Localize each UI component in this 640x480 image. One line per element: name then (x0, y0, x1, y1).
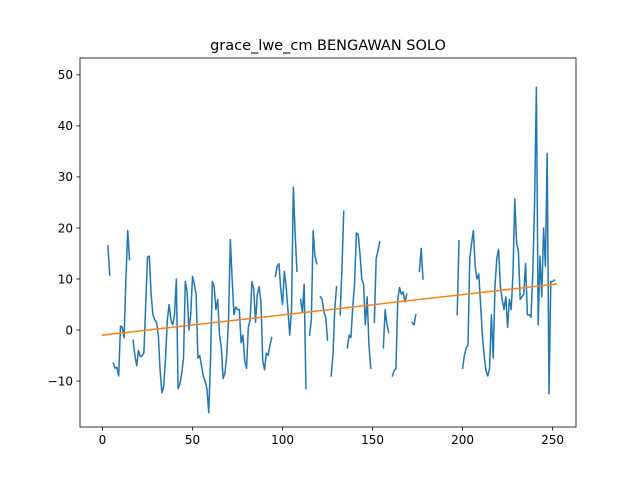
y-tick-label: 0 (65, 323, 73, 337)
y-tick-label: 10 (58, 272, 73, 286)
y-tick-label: 20 (58, 221, 73, 235)
series-1-line-segment-12 (382, 308, 390, 349)
series-1-line-segment-4 (274, 186, 298, 336)
series-1-line-segment-10 (346, 232, 372, 370)
series-1-line-segment-7 (319, 295, 329, 342)
series-1-line-segment-5 (299, 283, 307, 390)
series-1-line-segment-8 (330, 285, 338, 377)
chart-title: grace_lwe_cm BENGAWAN SOLO (210, 38, 446, 54)
series-2-line-segment-1 (101, 283, 558, 336)
series-1-line-segment-6 (308, 229, 318, 336)
series-1-line-segment-3 (132, 238, 273, 414)
x-tick-label: 150 (361, 433, 384, 447)
x-tick-label: 100 (271, 433, 294, 447)
y-tick-label: 30 (58, 170, 73, 184)
series-1-line-segment-13 (391, 286, 408, 377)
series-1-line-segment-11 (373, 240, 381, 324)
series-1-line-segment-14 (411, 313, 417, 326)
x-tick-label: 200 (451, 433, 474, 447)
y-tick-label: −10 (48, 374, 73, 388)
series-1-line-segment-17 (461, 86, 556, 395)
series-1-line-segment-15 (418, 247, 424, 280)
plot-frame (79, 57, 577, 428)
series-1-line-segment-9 (339, 210, 345, 316)
series-1-line-segment-1 (107, 245, 111, 276)
series-1-line-segment-2 (112, 229, 131, 377)
x-tick-label: 50 (185, 433, 200, 447)
series-1-line-segment-16 (456, 239, 460, 316)
y-tick-label: 50 (58, 68, 73, 82)
x-tick-label: 250 (541, 433, 564, 447)
y-tick-label: 40 (58, 119, 73, 133)
x-tick-label: 0 (99, 433, 107, 447)
